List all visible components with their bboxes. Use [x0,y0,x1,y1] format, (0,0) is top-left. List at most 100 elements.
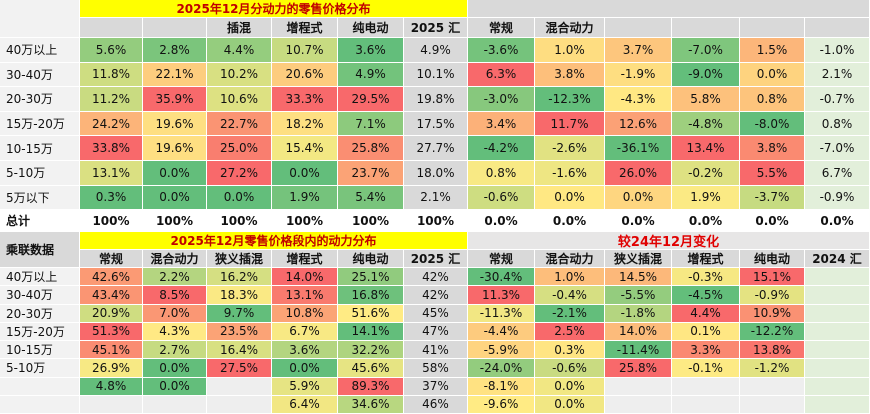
row-label: 15万-20万 [0,322,80,341]
table-cell: -0.6% [468,185,535,211]
table-cell: 0.0% [143,185,207,211]
table-cell: 51.3% [80,322,143,341]
row-label: 5-10万 [0,161,80,186]
corner-label: 乘联数据 [0,232,80,268]
table-cell: 16.8% [338,286,404,305]
total-cell: 100% [143,210,207,232]
table-cell: -11.3% [468,304,535,323]
table-cell: 37% [404,377,468,396]
table-cell: 22.7% [207,111,272,137]
table-cell: 24.2% [80,111,143,137]
column-header: 狭义插混 [605,250,672,268]
table-cell [805,359,870,378]
table-cell: 0.0% [535,185,605,211]
table-cell: -0.3% [672,268,740,287]
table-cell: 0.3% [80,185,143,211]
table-cell: 2.2% [143,268,207,287]
table-cell: 14.5% [605,268,672,287]
table-cell [740,395,805,414]
table-title: 2025年12月零售价格段内的动力分布 [80,232,468,250]
table-cell: 51.6% [338,304,404,323]
table-cell: 32.2% [338,341,404,360]
table-cell: 27.7% [404,136,468,161]
table-cell: -4.8% [672,111,740,137]
table-cell: 5.5% [740,161,805,186]
table-cell: 0.0% [143,377,207,396]
table-cell: 6.7% [805,161,870,186]
column-header: 混合动力 [535,18,605,38]
column-header: 增程式 [672,250,740,268]
row-label: 5-10万 [0,359,80,378]
row-label: 5万以下 [0,185,80,211]
total-label: 总计 [0,210,80,232]
table-cell: 14.0% [605,322,672,341]
table-cell: -0.2% [672,161,740,186]
column-header [80,18,143,38]
table-cell: 6.4% [272,395,338,414]
row-label [0,395,80,414]
row-label: 30-40万 [0,286,80,305]
table-cell: 26.0% [605,161,672,186]
table-cell: 3.8% [535,62,605,88]
total-cell: 100% [338,210,404,232]
table-cell: -1.0% [805,38,870,63]
table-cell: 16.2% [207,268,272,287]
table-cell: 11.7% [535,111,605,137]
table-cell: 5.4% [338,185,404,211]
table-cell: 2.1% [805,62,870,88]
table-cell [143,395,207,414]
table-cell: -9.6% [468,395,535,414]
table-cell: 14.1% [338,322,404,341]
table-cell: 6.3% [468,62,535,88]
table-cell: 5.8% [672,87,740,112]
table-cell: 1.0% [535,268,605,287]
table-cell: 4.9% [404,38,468,63]
table-cell: 5.9% [272,377,338,396]
column-header: 纯电动 [338,18,404,38]
column-header: 纯电动 [338,250,404,268]
table-cell: -0.4% [535,286,605,305]
table-cell [605,395,672,414]
table-cell: -1.9% [605,62,672,88]
table-cell: 47% [404,322,468,341]
total-cell: 0.0% [805,210,870,232]
table-cell: 6.7% [272,322,338,341]
row-label: 10-15万 [0,341,80,360]
table-cell: 3.6% [272,341,338,360]
table-cell: -12.3% [535,87,605,112]
table-cell: 0.0% [143,359,207,378]
column-header [672,18,740,38]
table-cell: 0.0% [272,359,338,378]
table-cell: 33.3% [272,87,338,112]
table-cell: -7.0% [672,38,740,63]
table-cell: 0.8% [468,161,535,186]
table-cell [805,341,870,360]
column-header: 混合动力 [535,250,605,268]
table-cell: 4.9% [338,62,404,88]
table-cell: -0.6% [535,359,605,378]
table-cell: 2.5% [535,322,605,341]
table-cell: 26.9% [80,359,143,378]
table-cell: -4.2% [468,136,535,161]
table-cell: 10.7% [272,38,338,63]
table-cell: 3.3% [672,341,740,360]
column-header: 狭义插混 [207,250,272,268]
table-cell: -8.0% [740,111,805,137]
table-cell: -5.9% [468,341,535,360]
table-cell: 58% [404,359,468,378]
column-header [805,18,870,38]
table-cell [805,322,870,341]
table-cell: 0.8% [740,87,805,112]
table-cell: 1.9% [272,185,338,211]
table-cell: -3.6% [468,38,535,63]
table-cell [207,395,272,414]
table-cell: 29.5% [338,87,404,112]
table-cell: 25.8% [605,359,672,378]
table-cell: 9.7% [207,304,272,323]
total-cell: 0.0% [468,210,535,232]
row-label: 10-15万 [0,136,80,161]
row-label: 20-30万 [0,304,80,323]
table-cell: 27.5% [207,359,272,378]
column-header: 增程式 [272,250,338,268]
